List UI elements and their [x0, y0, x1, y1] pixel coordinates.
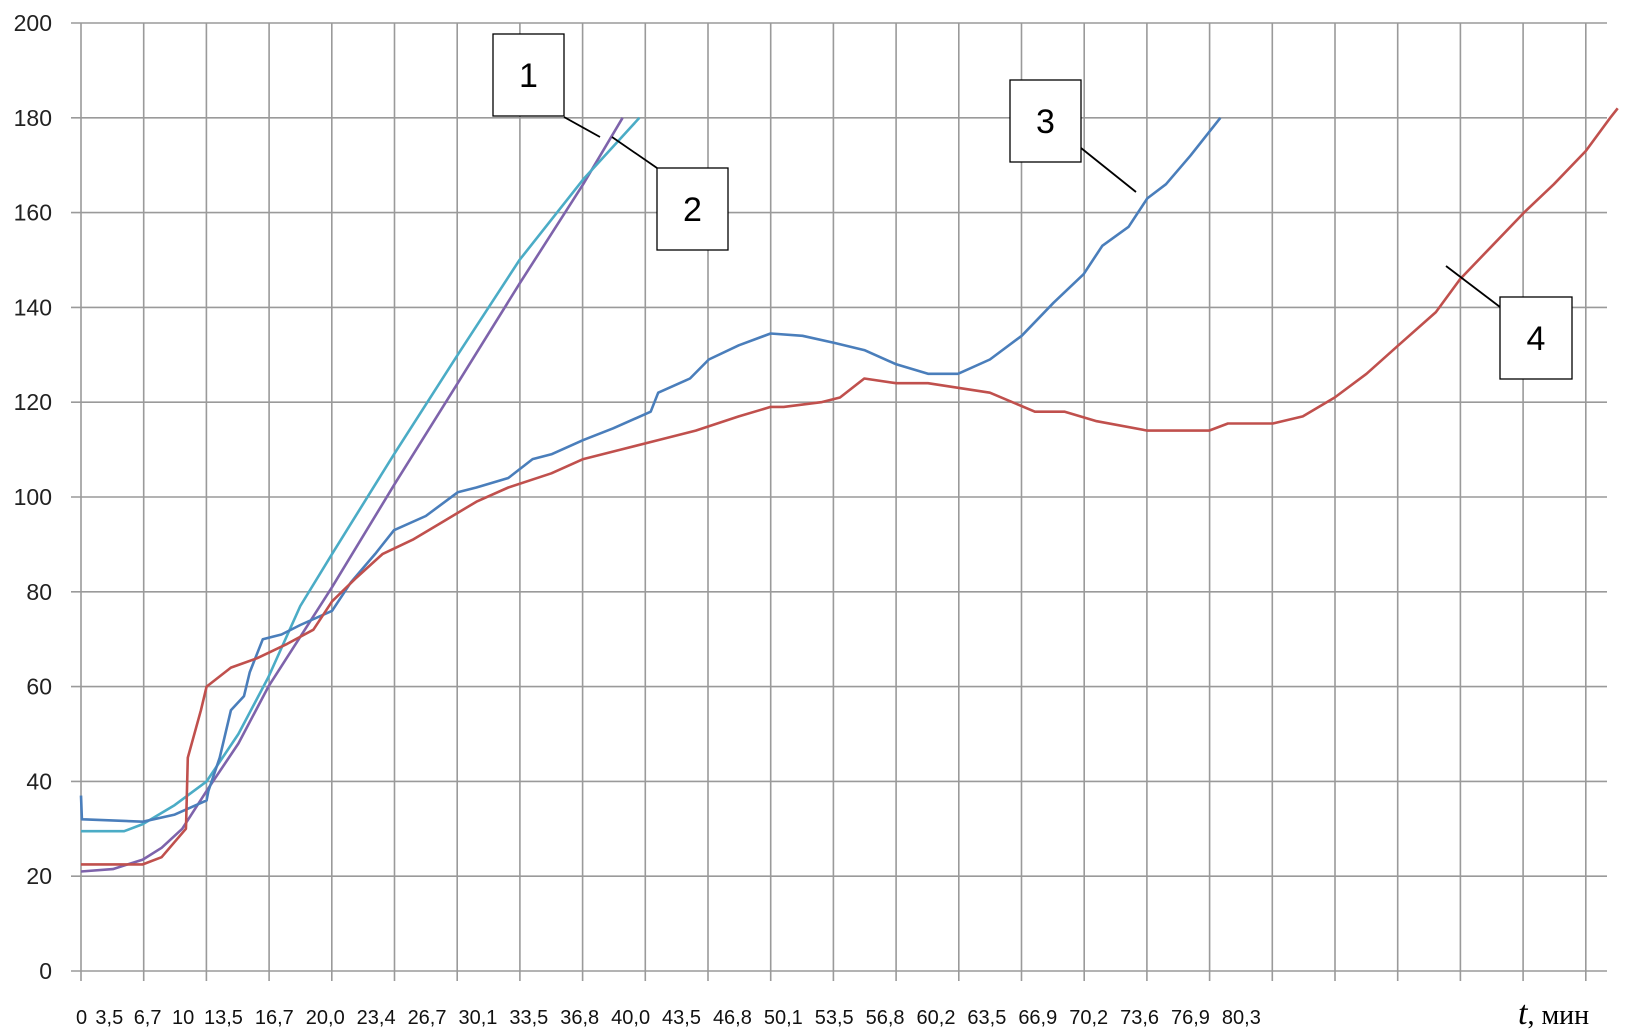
x-tick-label: 76,9: [1171, 1007, 1210, 1029]
x-tick-label: 0: [76, 1007, 87, 1029]
callout-label: 4: [1527, 320, 1546, 358]
x-tick-label: 60,2: [917, 1007, 956, 1029]
x-tick-label: 56,8: [866, 1007, 905, 1029]
series-line-1: [80, 117, 624, 873]
x-tick-label: 63,5: [967, 1007, 1006, 1029]
x-axis-unit: , мин: [1527, 1000, 1589, 1031]
x-tick-label: 26,7: [408, 1007, 447, 1029]
x-tick-label: 80,3: [1222, 1007, 1261, 1029]
x-axis-variable: t: [1518, 995, 1529, 1032]
series-line-3: [79, 116, 1222, 823]
callout-2: 2: [611, 136, 729, 251]
y-tick-label: 200: [14, 10, 52, 36]
series-callouts: 1 2 3 4: [492, 33, 1573, 380]
callout-leader-line: [611, 136, 658, 169]
x-tick-label: 6,7: [134, 1007, 162, 1029]
callout-leader-line: [1445, 265, 1501, 308]
x-tick-label: 40,0: [611, 1007, 650, 1029]
x-axis-label: t , мин: [1518, 995, 1589, 1032]
callout-box: [492, 33, 565, 117]
x-tick-label: 66,9: [1018, 1007, 1057, 1029]
y-tick-label: 160: [14, 200, 52, 226]
grid-lines: [71, 22, 1607, 981]
x-tick-label: 50,1: [764, 1007, 803, 1029]
callout-leader-line: [563, 116, 601, 138]
x-tick-label: 36,8: [560, 1007, 599, 1029]
x-tick-label: 46,8: [713, 1007, 752, 1029]
x-tick-label: 53,5: [815, 1007, 854, 1029]
x-tick-label: 13,5: [204, 1007, 243, 1029]
callout-label: 2: [683, 191, 702, 229]
x-tick-label: 16,7: [255, 1007, 294, 1029]
callout-1: 1: [492, 33, 601, 138]
y-tick-label: 100: [14, 484, 52, 510]
x-tick-label: 3,5: [95, 1007, 123, 1029]
series-lines: [79, 107, 1619, 873]
y-tick-label: 20: [26, 863, 52, 889]
y-tick-label: 0: [39, 958, 52, 984]
x-tick-label: 30,1: [458, 1007, 497, 1029]
callout-box: [1009, 79, 1082, 163]
y-tick-label: 120: [14, 389, 52, 415]
x-axis-tick-labels: 0 3,5 6,7 10 13,5 16,7 20,0 23,4 26,7 30,1 33,5 36,…: [76, 1007, 1261, 1029]
x-tick-label: 20,0: [306, 1007, 345, 1029]
callout-label: 1: [519, 57, 538, 95]
x-tick-label: 33,5: [509, 1007, 548, 1029]
callout-leader-line: [1080, 147, 1137, 193]
y-tick-label: 140: [14, 294, 52, 320]
series-line-2: [81, 116, 641, 833]
y-tick-label: 40: [26, 768, 52, 794]
x-tick-label: 43,5: [662, 1007, 701, 1029]
y-tick-label: 180: [14, 105, 52, 131]
callout-4: 4: [1445, 265, 1573, 380]
callout-label: 3: [1036, 103, 1055, 141]
x-tick-label: 23,4: [357, 1007, 396, 1029]
x-tick-label: 73,6: [1120, 1007, 1159, 1029]
y-tick-label: 60: [26, 674, 52, 700]
x-tick-label: 10: [172, 1007, 194, 1029]
x-tick-label: 70,2: [1069, 1007, 1108, 1029]
callout-box: [1499, 296, 1573, 380]
y-axis-tick-labels: 0 20 40 60 80 100 120 140 160 180 200: [14, 10, 52, 984]
series-line-4: [81, 107, 1619, 866]
y-tick-label: 80: [26, 579, 52, 605]
callout-3: 3: [1009, 79, 1137, 193]
callout-box: [656, 167, 729, 251]
